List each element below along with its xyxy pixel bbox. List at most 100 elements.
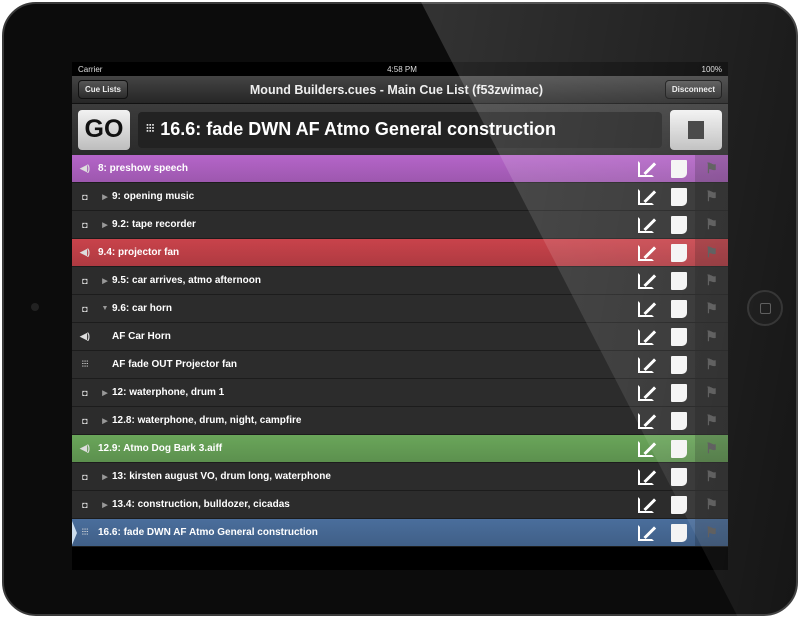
flag-icon[interactable]: ⚑ xyxy=(695,155,728,182)
cue-row[interactable]: ⫶⫶⫶ AF fade OUT Projector fan ⚑ xyxy=(72,351,728,379)
flag-icon[interactable]: ⚑ xyxy=(695,435,728,462)
fader-icon: ⫶⫶⫶ xyxy=(81,359,89,369)
edit-icon[interactable] xyxy=(629,524,662,541)
speaker-icon: ◀) xyxy=(80,247,90,257)
flag-icon[interactable]: ⚑ xyxy=(695,491,728,518)
edit-icon[interactable] xyxy=(629,496,662,513)
flag-icon[interactable]: ⚑ xyxy=(695,351,728,378)
notes-icon[interactable] xyxy=(662,355,695,374)
flag-icon[interactable]: ⚑ xyxy=(695,211,728,238)
cue-row[interactable]: ◘ ▶ 12.8: waterphone, drum, night, campfir… xyxy=(72,407,728,435)
cue-label: 9.4: projector fan xyxy=(98,247,180,258)
notes-icon[interactable] xyxy=(662,439,695,458)
edit-icon[interactable] xyxy=(629,216,662,233)
notes-icon[interactable] xyxy=(662,187,695,206)
disconnect-button[interactable]: Disconnect xyxy=(664,80,722,99)
notes-icon[interactable] xyxy=(662,271,695,290)
disclosure-triangle[interactable]: ▶ xyxy=(102,417,108,425)
cue-row[interactable]: ◘ ▶ 9: opening music ⚑ xyxy=(72,183,728,211)
notes-icon[interactable] xyxy=(662,523,695,542)
cue-label: 9.6: car horn xyxy=(112,303,173,314)
cue-row[interactable]: ◀) AF Car Horn ⚑ xyxy=(72,323,728,351)
notes-icon[interactable] xyxy=(662,243,695,262)
flag-icon[interactable]: ⚑ xyxy=(695,239,728,266)
home-button[interactable] xyxy=(747,290,783,326)
edit-icon[interactable] xyxy=(629,160,662,177)
flag-icon[interactable]: ⚑ xyxy=(695,463,728,490)
group-icon: ◘ xyxy=(82,499,88,510)
flag-icon[interactable]: ⚑ xyxy=(695,323,728,350)
edit-icon[interactable] xyxy=(629,300,662,317)
disclosure-triangle[interactable]: ▼ xyxy=(101,305,109,312)
speaker-icon: ◀) xyxy=(80,163,90,173)
edit-icon[interactable] xyxy=(629,356,662,373)
cue-row[interactable]: ◘ ▶ 13.4: construction, bulldozer, cicadas… xyxy=(72,491,728,519)
notes-icon[interactable] xyxy=(662,159,695,178)
edit-icon[interactable] xyxy=(629,384,662,401)
edit-icon[interactable] xyxy=(629,468,662,485)
cue-row[interactable]: ◘ ▶ 13: kirsten august VO, drum long, wate… xyxy=(72,463,728,491)
standby-cue: ⫶⫶⫶ 16.6: fade DWN AF Atmo General constr… xyxy=(138,111,662,148)
stop-button[interactable] xyxy=(670,109,722,150)
disclosure-triangle[interactable]: ▶ xyxy=(102,473,108,481)
flag-icon[interactable]: ⚑ xyxy=(695,183,728,210)
flag-icon[interactable]: ⚑ xyxy=(695,379,728,406)
cue-label: AF fade OUT Projector fan xyxy=(112,359,238,370)
cue-label: 13: kirsten august VO, drum long, waterp… xyxy=(112,471,331,482)
cue-label: 9.2: tape recorder xyxy=(112,219,196,230)
screen: Carrier 4:58 PM 100% Cue Lists Mound Bui… xyxy=(72,62,728,570)
standby-label: 16.6: fade DWN AF Atmo General construct… xyxy=(160,119,556,139)
cue-label: 9.5: car arrives, atmo afternoon xyxy=(112,275,261,286)
carrier: Carrier xyxy=(78,64,103,74)
notes-icon[interactable] xyxy=(662,327,695,346)
flag-icon[interactable]: ⚑ xyxy=(695,267,728,294)
edit-icon[interactable] xyxy=(629,440,662,457)
edit-icon[interactable] xyxy=(629,272,662,289)
status-bar: Carrier 4:58 PM 100% xyxy=(72,62,728,76)
notes-icon[interactable] xyxy=(662,495,695,514)
cue-lists-button[interactable]: Cue Lists xyxy=(78,80,129,99)
disclosure-triangle[interactable]: ▶ xyxy=(102,221,108,229)
stop-icon xyxy=(688,120,704,139)
notes-icon[interactable] xyxy=(662,411,695,430)
notes-icon[interactable] xyxy=(662,299,695,318)
group-icon: ◘ xyxy=(82,191,88,202)
disclosure-triangle[interactable]: ▶ xyxy=(102,193,108,201)
cue-row[interactable]: ◘ ▶ 9.2: tape recorder ⚑ xyxy=(72,211,728,239)
disclosure-triangle[interactable]: ▶ xyxy=(102,501,108,509)
group-icon: ◘ xyxy=(82,415,88,426)
disclosure-triangle[interactable]: ▶ xyxy=(102,277,108,285)
cue-row[interactable]: ◘ ▶ 12: waterphone, drum 1 ⚑ xyxy=(72,379,728,407)
fader-icon: ⫶⫶⫶ xyxy=(146,123,155,135)
cue-label: 12.8: waterphone, drum, night, campfire xyxy=(112,415,302,426)
group-icon: ◘ xyxy=(82,219,88,230)
cue-label: AF Car Horn xyxy=(112,331,171,342)
edit-icon[interactable] xyxy=(629,412,662,429)
group-icon: ◘ xyxy=(82,387,88,398)
edit-icon[interactable] xyxy=(629,328,662,345)
notes-icon[interactable] xyxy=(662,383,695,402)
nav-bar: Cue Lists Mound Builders.cues - Main Cue… xyxy=(72,76,728,104)
cue-row[interactable]: ◀) 9.4: projector fan ⚑ xyxy=(72,239,728,267)
cue-row[interactable]: ◘ ▶ 9.5: car arrives, atmo afternoon ⚑ xyxy=(72,267,728,295)
battery: 100% xyxy=(701,64,722,74)
notes-icon[interactable] xyxy=(662,467,695,486)
cue-row[interactable]: ◀) 8: preshow speech ⚑ xyxy=(72,155,728,183)
cue-row[interactable]: ◀) 12.9: Atmo Dog Bark 3.aiff ⚑ xyxy=(72,435,728,463)
cue-row[interactable]: ⫶⫶⫶ 16.6: fade DWN AF Atmo General constr… xyxy=(72,519,728,547)
flag-icon[interactable]: ⚑ xyxy=(695,295,728,322)
notes-icon[interactable] xyxy=(662,215,695,234)
group-icon: ◘ xyxy=(82,275,88,286)
flag-icon[interactable]: ⚑ xyxy=(695,407,728,434)
go-button[interactable]: GO xyxy=(78,109,130,150)
clock: 4:58 PM xyxy=(387,64,417,74)
edit-icon[interactable] xyxy=(629,244,662,261)
edit-icon[interactable] xyxy=(629,188,662,205)
cue-label: 8: preshow speech xyxy=(98,163,189,174)
cue-row[interactable]: ◘ ▼ 9.6: car horn ⚑ xyxy=(72,295,728,323)
group-icon: ◘ xyxy=(82,471,88,482)
flag-icon[interactable]: ⚑ xyxy=(695,519,728,546)
group-icon: ◘ xyxy=(82,303,88,314)
disclosure-triangle[interactable]: ▶ xyxy=(102,389,108,397)
speaker-icon: ◀) xyxy=(80,443,90,453)
